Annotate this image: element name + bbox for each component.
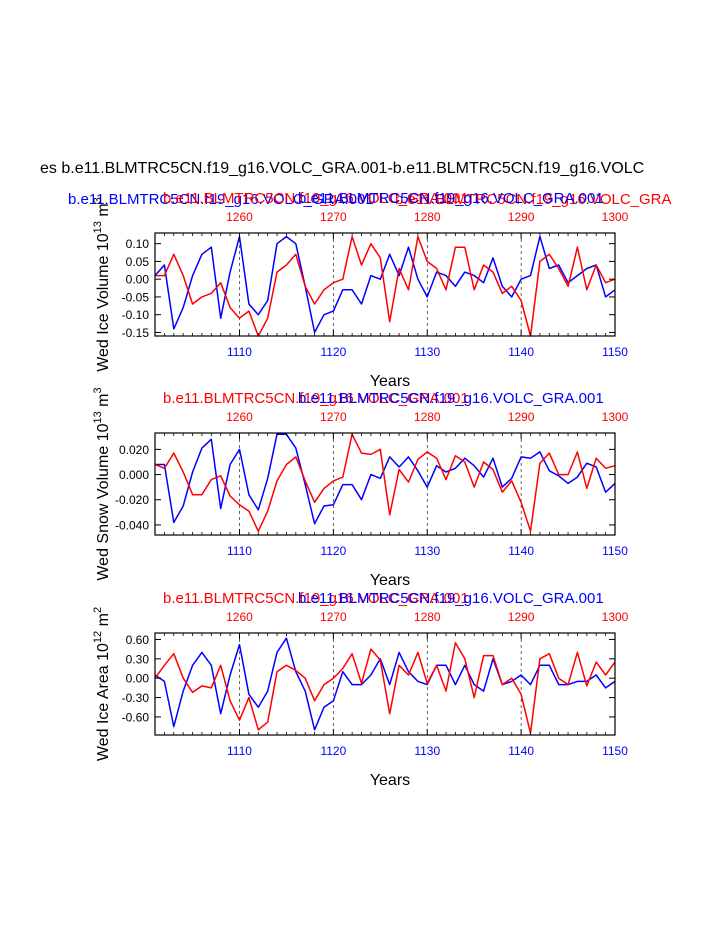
x-tick-label-top: 1270 [320,410,347,424]
panel-title-blue: b.e11.BLMTRC5CN.f19_g16.VOLC_GRA.001 [298,590,604,607]
y-tick-label: -0.60 [122,710,150,724]
x-axis-label: Years [370,772,410,789]
plot-frame [154,432,616,536]
y-tick-label: 0.00 [126,672,150,686]
x-tick-label-bottom: 1140 [508,544,534,558]
x-axis-label: Years [370,373,410,390]
y-tick-label: -0.020 [115,493,149,507]
y-axis-label: Wed Ice Area 1012 m2 [92,607,112,761]
panel-ice-area: b.e11.BLMTRC5CN.f19_g16.VOLC_GRA.001b.e1… [92,590,629,789]
x-tick-label-bottom: 1150 [602,744,628,758]
x-tick-label-bottom: 1150 [602,544,628,558]
panel-title-blue: b.e11.BLMTRC5CN.f19_g16.VOLC_GRA.001 [298,190,604,207]
x-tick-label-bottom: 1120 [320,744,346,758]
panel-title-red: b.e11.BLMTRC5CN.f19_g16.VOLC_GRA.001 [163,390,469,407]
x-tick-label-top: 1300 [602,610,629,624]
series-red-line [154,641,616,734]
x-tick-label-bottom: 1120 [320,345,346,359]
x-tick-label-top: 1280 [414,210,441,224]
y-tick-label: 0.05 [126,255,150,269]
panel-title-red: b.e11.BLMTRC5CN.f19_g16.VOLC_GRA.001 [163,590,469,607]
x-tick-label-top: 1290 [508,410,535,424]
x-tick-label-top: 1300 [602,410,629,424]
overlap-title-blue: b.e11.BLMTRC5CN.f19_g16.VOLC_GRA.001 [68,191,374,208]
plot-frame [154,632,616,736]
y-axis-label-exponent: 13 [92,221,104,233]
y-axis-label-exponent: 3 [92,197,104,203]
x-tick-label-top: 1290 [508,210,535,224]
x-tick-label-top: 1260 [226,410,253,424]
x-tick-label-top: 1270 [320,210,347,224]
x-tick-label-bottom: 1110 [227,544,252,558]
y-tick-label: 0.10 [126,237,150,251]
x-tick-label-top: 1260 [226,210,253,224]
y-axis-label: Wed Ice Volume 1013 m3 [92,197,112,372]
series-blue-line [155,433,616,525]
x-tick-label-bottom: 1110 [227,744,252,758]
figure-main-title: es b.e11.BLMTRC5CN.f19_g16.VOLC_GRA.001-… [40,160,644,177]
x-tick-label-top: 1280 [414,610,441,624]
x-tick-label-bottom: 1110 [227,345,252,359]
x-tick-label-top: 1280 [414,410,441,424]
series-red-line [155,235,616,337]
panel-title-red: b.e11.BLMTRC5CN.f19_g16.VOLC_GRA.001 [163,190,469,207]
y-axis-label: Wed Snow Volume 1013 m3 [92,387,112,580]
y-axis-label-text: Wed Ice Volume 10 [95,233,112,372]
panel-title-blue: b.e11.BLMTRC5CN.f19_g16.VOLC_GRA.001 [298,390,604,407]
plot-frame [154,232,616,337]
y-axis-label-text: m [95,203,112,221]
x-tick-label-top: 1300 [602,210,629,224]
y-axis-label-text: Wed Snow Volume 10 [95,423,112,580]
x-tick-label-bottom: 1140 [508,744,534,758]
y-tick-label: 0.00 [126,273,150,287]
x-tick-label-bottom: 1130 [414,345,440,359]
y-tick-label: -0.15 [122,326,150,340]
y-tick-label: 0.30 [126,652,150,666]
y-tick-label: -0.10 [122,308,150,322]
y-axis-label-exponent: 13 [92,411,104,423]
series-blue-line [154,235,616,334]
x-tick-label-bottom: 1130 [414,544,440,558]
x-tick-label-bottom: 1120 [320,544,346,558]
series-red-line [154,433,616,532]
overlap-title-red: b.e11.BLMTRC5CN.f19_g16.VOLC_GRA [395,191,672,208]
x-tick-label-bottom: 1130 [414,744,440,758]
x-tick-label-bottom: 1140 [508,345,534,359]
x-axis-label: Years [370,572,410,589]
x-tick-label-top: 1270 [320,610,347,624]
y-axis-label-text: m [95,613,112,631]
y-axis-label-text: m [95,393,112,411]
x-tick-label-bottom: 1150 [602,345,628,359]
y-tick-label: 0.000 [119,468,149,482]
panels: b.e11.BLMTRC5CN.f19_g16.VOLC_GRA.001b.e1… [92,190,629,789]
y-axis-label-exponent: 3 [92,387,104,393]
y-tick-label: 0.020 [119,443,149,457]
y-axis-label-text: Wed Ice Area 10 [95,643,112,761]
x-tick-label-top: 1290 [508,610,535,624]
y-tick-label: -0.05 [122,290,150,304]
panel-snow-volume: b.e11.BLMTRC5CN.f19_g16.VOLC_GRA.001b.e1… [92,387,629,589]
y-axis-label-exponent: 2 [92,607,104,613]
panel-ice-volume: b.e11.BLMTRC5CN.f19_g16.VOLC_GRA.001b.e1… [92,190,629,390]
y-tick-label: -0.30 [122,691,150,705]
y-tick-label: 0.60 [126,633,150,647]
y-tick-label: -0.040 [115,518,149,532]
x-tick-label-top: 1260 [226,610,253,624]
y-axis-label-exponent: 12 [92,631,104,643]
